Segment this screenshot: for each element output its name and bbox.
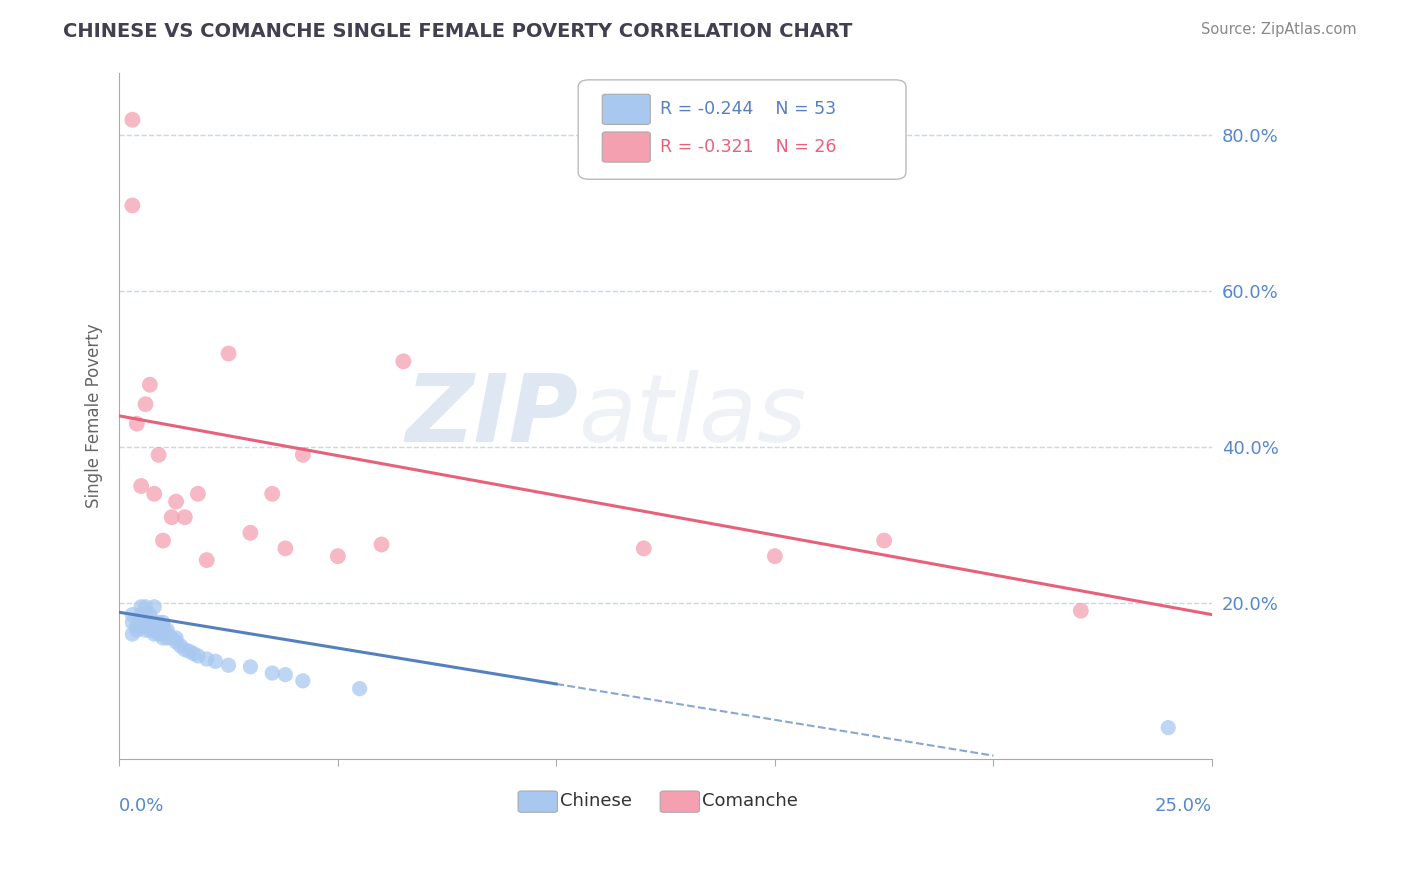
Text: CHINESE VS COMANCHE SINGLE FEMALE POVERTY CORRELATION CHART: CHINESE VS COMANCHE SINGLE FEMALE POVERT… <box>63 22 852 41</box>
Point <box>204 654 226 668</box>
Point <box>392 354 415 368</box>
Point <box>139 619 162 633</box>
Point <box>125 619 148 633</box>
Text: Source: ZipAtlas.com: Source: ZipAtlas.com <box>1201 22 1357 37</box>
Point <box>156 627 179 641</box>
Point <box>139 615 162 630</box>
Point <box>121 112 143 127</box>
Text: ZIP: ZIP <box>405 370 578 462</box>
Point <box>1157 721 1180 735</box>
Text: Chinese: Chinese <box>560 792 631 810</box>
Point <box>134 599 156 614</box>
Point <box>291 673 314 688</box>
Point <box>129 479 152 493</box>
Point <box>239 525 262 540</box>
Point <box>274 541 297 556</box>
Point <box>152 625 174 640</box>
FancyBboxPatch shape <box>602 132 651 162</box>
Text: 25.0%: 25.0% <box>1154 797 1212 814</box>
Point <box>173 510 195 524</box>
Point <box>274 667 297 681</box>
Point <box>125 623 148 637</box>
Point <box>143 623 166 637</box>
Point <box>291 448 314 462</box>
Text: atlas: atlas <box>578 370 807 461</box>
Point <box>187 648 209 663</box>
Point <box>152 627 174 641</box>
Point <box>763 549 786 563</box>
Point <box>187 487 209 501</box>
Point <box>148 619 170 633</box>
Point <box>370 537 392 551</box>
Point <box>139 377 162 392</box>
FancyBboxPatch shape <box>517 791 557 813</box>
Point <box>148 623 170 637</box>
Point <box>179 644 201 658</box>
Point <box>134 615 156 630</box>
Point <box>156 623 179 637</box>
Point <box>134 397 156 411</box>
Point <box>169 639 191 653</box>
Point <box>349 681 371 696</box>
Text: Comanche: Comanche <box>702 792 797 810</box>
Text: 0.0%: 0.0% <box>120 797 165 814</box>
Point <box>125 417 148 431</box>
Point <box>121 607 143 622</box>
Point <box>160 631 183 645</box>
Point <box>121 627 143 641</box>
Point <box>152 615 174 630</box>
Point <box>152 533 174 548</box>
Point <box>129 615 152 630</box>
Point <box>139 623 162 637</box>
Point <box>183 647 205 661</box>
Point <box>152 631 174 645</box>
FancyBboxPatch shape <box>661 791 699 813</box>
Point <box>143 627 166 641</box>
Point <box>195 652 218 666</box>
Point <box>262 487 284 501</box>
Point <box>134 619 156 633</box>
Point <box>1070 604 1092 618</box>
Point <box>148 615 170 630</box>
Point <box>121 615 143 630</box>
Point <box>218 658 240 673</box>
Point <box>633 541 655 556</box>
Text: R = -0.321    N = 26: R = -0.321 N = 26 <box>661 138 837 156</box>
Point <box>239 660 262 674</box>
FancyBboxPatch shape <box>602 95 651 124</box>
Point <box>143 599 166 614</box>
Point <box>165 494 187 508</box>
Point <box>165 631 187 645</box>
Point <box>143 619 166 633</box>
Point <box>148 627 170 641</box>
Point <box>152 619 174 633</box>
FancyBboxPatch shape <box>578 80 905 179</box>
Point <box>143 615 166 630</box>
Point <box>262 666 284 681</box>
Point <box>139 607 162 622</box>
Point <box>326 549 349 563</box>
Point <box>143 487 166 501</box>
Point <box>134 623 156 637</box>
Point <box>152 623 174 637</box>
Point <box>173 642 195 657</box>
Point <box>129 607 152 622</box>
Point <box>129 599 152 614</box>
Point <box>160 510 183 524</box>
Point <box>156 631 179 645</box>
Point <box>134 607 156 622</box>
Y-axis label: Single Female Poverty: Single Female Poverty <box>86 324 103 508</box>
Point <box>121 198 143 212</box>
Point <box>165 635 187 649</box>
Point <box>873 533 896 548</box>
Text: R = -0.244    N = 53: R = -0.244 N = 53 <box>661 100 837 119</box>
Point <box>152 621 174 635</box>
Point <box>218 346 240 360</box>
Point <box>195 553 218 567</box>
Point <box>148 448 170 462</box>
